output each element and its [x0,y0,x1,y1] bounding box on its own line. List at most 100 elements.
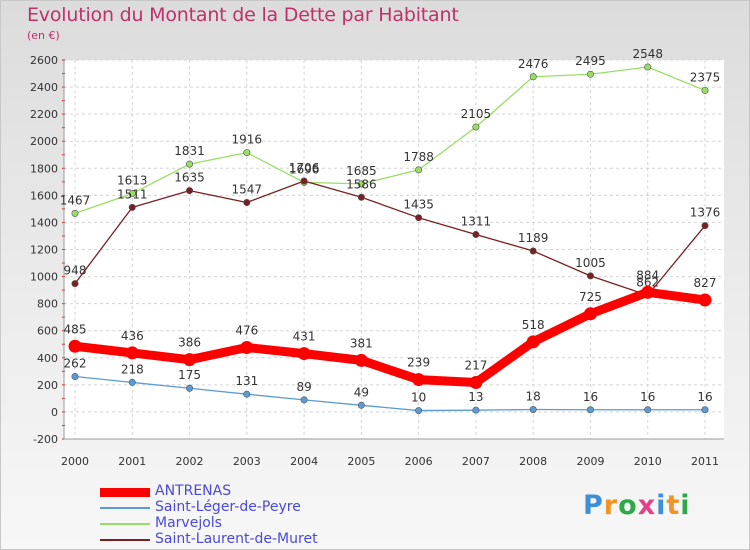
data-label-marvejols: 2548 [632,47,663,61]
x-tick-label: 2003 [233,455,261,468]
series-line-antrenas [70,287,710,388]
data-label-saint-leger-de-peyre: 262 [64,356,87,370]
data-point-antrenas [125,346,139,360]
x-tick-label: 2006 [405,455,433,468]
data-label-marvejols: 2495 [575,54,606,68]
data-label-saint-leger-de-peyre: 18 [526,389,541,403]
data-point-antrenas [641,285,655,299]
data-point-saint-leger-de-peyre [243,390,251,398]
x-tick-label: 2008 [519,455,547,468]
data-point-saint-leger-de-peyre [644,406,652,414]
data-label-marvejols: 1467 [60,193,91,207]
x-tick-label: 2010 [634,455,662,468]
data-point-marvejols [128,190,136,198]
data-point-antrenas [297,347,311,361]
data-point-marvejols [243,149,251,157]
x-tick-label: 2000 [61,455,89,468]
data-label-saint-leger-de-peyre: 175 [178,368,201,382]
data-label-saint-laurent-de-muret: 1311 [461,214,492,228]
data-label-saint-laurent-de-muret: 1586 [346,177,377,191]
data-label-marvejols: 2476 [518,57,549,71]
data-label-antrenas: 431 [293,330,316,344]
data-point-marvejols [644,63,652,71]
chart-subtitle: (en €) [27,29,60,42]
y-tick-label: 1000 [30,271,58,284]
data-point-saint-leger-de-peyre [586,406,594,414]
y-tick-label: 2200 [30,108,58,121]
data-label-saint-leger-de-peyre: 218 [121,362,144,376]
data-label-saint-laurent-de-muret: 862 [636,275,659,289]
data-label-saint-laurent-de-muret: 948 [64,264,87,278]
data-point-saint-leger-de-peyre [529,405,537,413]
data-label-antrenas: 239 [407,356,430,370]
data-label-antrenas: 518 [522,318,545,332]
data-label-antrenas: 827 [694,276,717,290]
legend-item-saint-leger-de-peyre: Saint-Léger-de-Peyre [100,499,420,516]
y-tick-label: 0 [51,406,58,419]
data-label-antrenas: 217 [464,359,487,373]
data-point-saint-leger-de-peyre [415,407,423,415]
logo-letter: x [637,490,657,521]
data-label-saint-leger-de-peyre: 16 [640,390,655,404]
logo-letter: i [680,490,691,521]
data-point-saint-leger-de-peyre [128,378,136,386]
data-point-saint-laurent-de-muret [243,199,251,207]
data-point-antrenas [183,353,197,367]
data-point-antrenas [469,376,483,390]
proxiti-logo: Proxiti [583,490,691,521]
legend-item-antrenas: ANTRENAS [100,483,420,500]
data-label-saint-leger-de-peyre: 16 [583,390,598,404]
data-label-antrenas: 436 [121,329,144,343]
x-tick-label: 2002 [176,455,204,468]
data-point-saint-laurent-de-muret [415,214,423,222]
series-line-saint-laurent-de-muret [74,180,706,296]
y-tick-label: 1400 [30,216,58,229]
data-point-saint-laurent-de-muret [128,203,136,211]
data-point-saint-leger-de-peyre [186,384,194,392]
data-label-saint-leger-de-peyre: 16 [697,390,712,404]
series-line-marvejols [74,66,706,215]
y-tick-label: 1800 [30,162,58,175]
data-label-marvejols: 1788 [403,150,434,164]
data-label-saint-leger-de-peyre: 10 [411,391,426,405]
data-point-saint-laurent-de-muret [472,230,480,238]
legend-item-saint-laurent-de-muret: Saint-Laurent-de-Muret [100,531,420,548]
data-point-saint-leger-de-peyre [357,401,365,409]
legend-label: Marvejols [155,515,222,531]
x-tick-label: 2005 [347,455,375,468]
chart-title: Evolution du Montant de la Dette par Hab… [27,4,459,26]
data-point-marvejols [186,160,194,168]
data-point-saint-laurent-de-muret [357,193,365,201]
data-point-saint-leger-de-peyre [472,406,480,414]
legend-swatch [100,523,150,525]
x-tick-label: 2011 [691,455,719,468]
y-tick-label: 2000 [30,135,58,148]
y-tick-label: 400 [37,352,58,365]
data-label-saint-laurent-de-muret: 1005 [575,256,606,270]
data-label-saint-laurent-de-muret: 1511 [117,187,148,201]
y-tick-label: 1200 [30,244,58,257]
data-label-saint-laurent-de-muret: 1189 [518,231,549,245]
data-point-saint-leger-de-peyre [71,372,79,380]
y-tick-label: 2400 [30,81,58,94]
logo-letter: i [656,490,667,521]
data-point-antrenas [68,339,82,353]
data-point-marvejols [415,166,423,174]
data-label-saint-leger-de-peyre: 13 [468,390,483,404]
data-point-saint-laurent-de-muret [701,222,709,230]
data-label-saint-laurent-de-muret: 1547 [232,183,263,197]
legend-item-marvejols: Marvejols [100,515,420,532]
legend-label: ANTRENAS [155,483,232,499]
data-point-saint-laurent-de-muret [529,247,537,255]
data-label-marvejols: 1613 [117,174,148,188]
y-tick-label: 600 [37,325,58,338]
data-label-antrenas: 476 [235,323,258,337]
data-point-antrenas [698,293,712,307]
series-line-saint-leger-de-peyre [74,375,706,412]
logo-letter: r [603,490,619,521]
data-label-saint-laurent-de-muret: 1706 [289,161,320,175]
data-point-marvejols [71,209,79,217]
x-tick-label: 2009 [576,455,604,468]
data-label-marvejols: 1916 [232,133,263,147]
